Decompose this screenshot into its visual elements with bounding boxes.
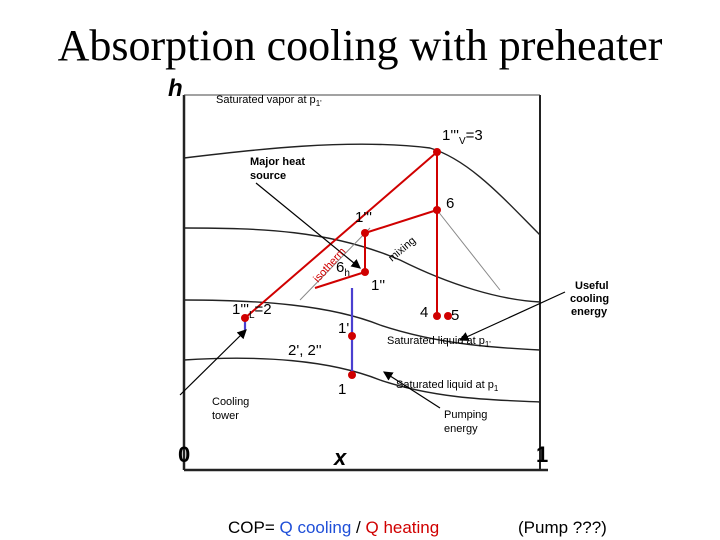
point-1ppp-L <box>241 314 249 322</box>
page-title: Absorption cooling with preheater <box>57 21 663 70</box>
point-1ppp-label: 1''' <box>355 209 372 226</box>
cop-separator: / <box>351 518 366 537</box>
cop-formula: COP= Q cooling / Q heating <box>228 517 439 539</box>
pumping-energy-label-line2: energy <box>444 423 478 435</box>
major-heat-arrow <box>255 182 361 269</box>
point-4 <box>433 312 441 320</box>
useful-cooling-arrow <box>458 291 566 341</box>
pump-note: (Pump ???) <box>518 518 607 537</box>
mixing-guide-line <box>436 209 501 291</box>
point-1prime <box>348 332 356 340</box>
point-1prime-label: 1' <box>338 320 349 337</box>
x-axis-label: x <box>333 445 347 470</box>
pumping-arrow <box>382 371 441 409</box>
cooling-tower-label-line2: tower <box>212 410 239 422</box>
x-origin-label: 0 <box>178 442 190 467</box>
point-4-label: 4 <box>420 304 428 321</box>
isotherm-line-1L-1v <box>244 151 438 319</box>
point-2-label: 2', 2'' <box>288 342 322 359</box>
useful-cooling-label-line2: cooling <box>570 293 609 305</box>
cooling-tower-arrow <box>179 329 247 396</box>
saturated-liquid-curve-p1prime <box>183 299 541 351</box>
saturated-liquid-p1prime-label: Saturated liquid at p1' <box>387 335 491 349</box>
point-1ppp-v <box>433 148 441 156</box>
useful-cooling-label-line3: energy <box>571 306 608 318</box>
saturated-vapor-curve <box>183 143 541 236</box>
major-heat-label-line2: source <box>250 170 286 182</box>
property-curves <box>183 143 541 403</box>
point-6h <box>361 268 369 276</box>
point-1 <box>348 371 356 379</box>
cop-cooling: Q cooling <box>279 518 352 537</box>
point-6-label: 6 <box>446 195 454 212</box>
auxiliary-lines <box>299 209 501 301</box>
point-6h-label: 6h <box>336 259 350 279</box>
isotherm-guide-line <box>299 227 371 301</box>
mixing-label: mixing <box>386 235 418 265</box>
y-axis-label: h <box>168 75 183 102</box>
point-1ppp-L-label: 1'''L=2 <box>232 301 272 321</box>
x-end-label: 1 <box>536 442 548 467</box>
useful-cooling-label-line1: Useful <box>575 280 609 292</box>
saturated-liquid-p1-label: Saturated liquid at p1 <box>396 379 499 393</box>
saturated-vapor-label: Saturated vapor at p1' <box>216 94 322 108</box>
cop-heating: Q heating <box>365 518 440 537</box>
point-1ppp <box>361 229 369 237</box>
point-5-label: 5 <box>451 307 459 324</box>
point-6 <box>433 206 441 214</box>
isotherm-curve-upper <box>183 227 541 303</box>
point-1ppp-v-label: 1'''V=3 <box>442 127 483 147</box>
point-1pp-label: 1'' <box>371 277 385 294</box>
cooling-tower-label-line1: Cooling <box>212 396 249 408</box>
mixing-line-6-1ppp <box>364 209 438 234</box>
saturated-liquid-curve-p1 <box>183 357 541 403</box>
process-lines <box>244 151 438 319</box>
point-1-label: 1 <box>338 381 346 398</box>
cop-prefix: COP= <box>228 518 280 537</box>
pumping-energy-label-line1: Pumping <box>444 409 487 421</box>
isotherm-short-line <box>314 271 366 289</box>
point-5 <box>444 312 452 320</box>
state-points <box>241 148 452 379</box>
major-heat-label-line1: Major heat <box>250 156 305 168</box>
annotation-arrows <box>179 182 566 409</box>
